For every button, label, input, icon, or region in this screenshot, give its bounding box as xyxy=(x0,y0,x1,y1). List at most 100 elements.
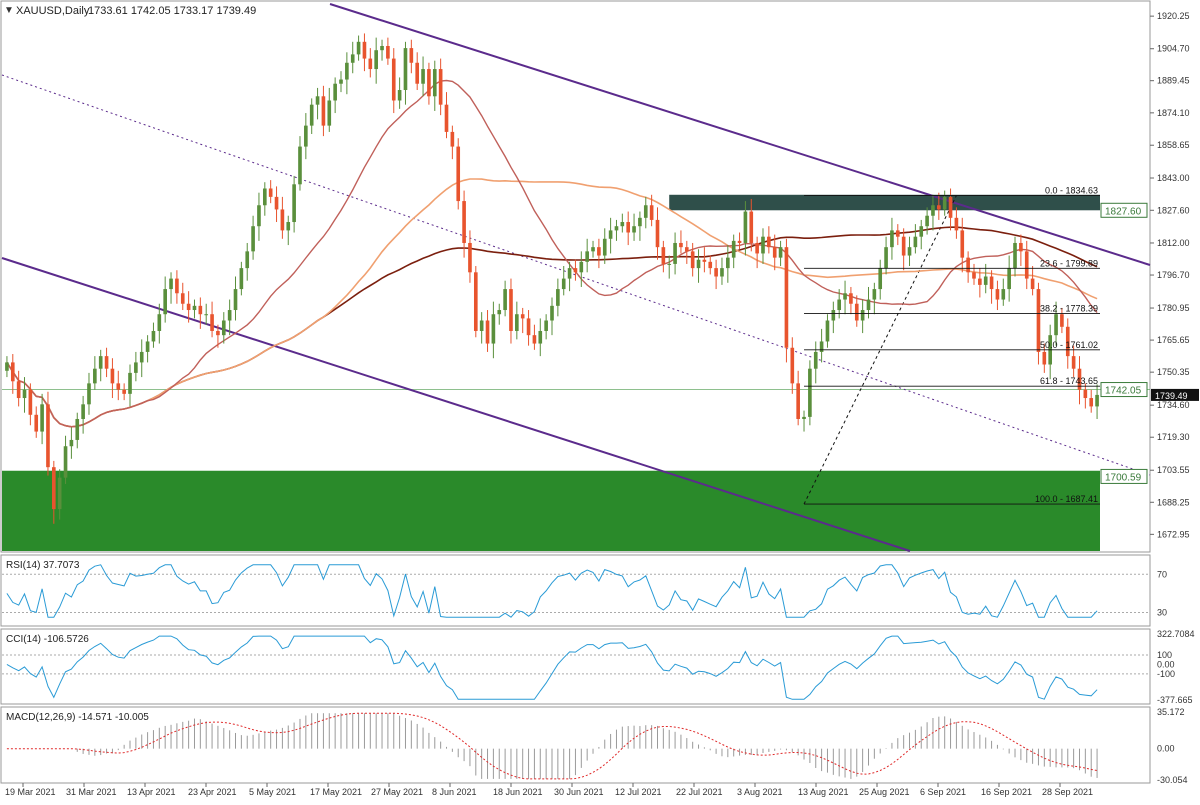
candle xyxy=(790,337,795,394)
candle xyxy=(1036,282,1041,365)
candle-body xyxy=(1024,251,1029,279)
candle xyxy=(901,228,906,271)
candle-body xyxy=(509,289,513,331)
candle xyxy=(1042,343,1047,373)
candle-body xyxy=(216,330,220,336)
candle xyxy=(309,98,314,135)
candle xyxy=(872,282,877,315)
candle-body xyxy=(515,314,519,331)
fib-level-label: 61.8 - 1743.65 xyxy=(1040,376,1098,386)
date-label: 16 Sep 2021 xyxy=(981,787,1032,797)
candle-body xyxy=(667,263,672,265)
candle-body xyxy=(1013,242,1017,269)
candle-body xyxy=(292,184,296,223)
candle xyxy=(292,175,296,233)
candle-body xyxy=(362,41,367,59)
candle-body xyxy=(1060,314,1064,327)
candle xyxy=(849,286,853,315)
candle xyxy=(808,360,812,426)
candle xyxy=(409,39,414,74)
candle xyxy=(579,251,584,287)
candle-body xyxy=(1007,268,1011,290)
candle-body xyxy=(761,236,765,254)
candle xyxy=(649,194,654,227)
candle xyxy=(983,263,988,294)
candle xyxy=(462,190,466,258)
candle xyxy=(75,412,80,449)
candle-body xyxy=(145,341,150,352)
candle-body xyxy=(690,251,695,269)
candle xyxy=(104,347,109,378)
macd-tick-label: 35.172 xyxy=(1157,707,1185,717)
candle xyxy=(684,240,689,264)
candle xyxy=(726,245,730,283)
candle xyxy=(169,272,173,304)
candle xyxy=(186,291,191,323)
fib-level-label: 23.6 - 1799.89 xyxy=(1040,258,1098,268)
candle-body xyxy=(274,196,279,210)
date-label: 19 Mar 2021 xyxy=(5,787,56,797)
candle-body xyxy=(790,347,795,384)
candle-body xyxy=(731,240,736,258)
candle xyxy=(491,301,496,359)
candle xyxy=(456,138,461,210)
candle-body xyxy=(46,404,50,468)
chart-collapse-icon[interactable]: ▼ xyxy=(4,5,14,16)
candle xyxy=(315,87,320,120)
price-tick-label: 1827.60 xyxy=(1157,205,1190,215)
candle xyxy=(503,280,507,317)
date-label: 6 Sep 2021 xyxy=(920,787,966,797)
candle xyxy=(374,37,378,84)
macd-tick-label: -30.054 xyxy=(1157,775,1188,785)
price-tick-label: 1858.65 xyxy=(1157,140,1190,150)
candle-body xyxy=(339,79,343,84)
candle xyxy=(180,282,185,311)
candle xyxy=(538,318,543,357)
candle xyxy=(298,136,302,191)
candle xyxy=(1089,389,1094,413)
candle xyxy=(1024,240,1029,290)
candle xyxy=(204,303,209,325)
candle xyxy=(937,192,941,220)
candle-body xyxy=(1089,398,1094,407)
candle xyxy=(854,295,859,327)
candle xyxy=(450,125,455,160)
candle xyxy=(890,217,894,260)
ma-mid-line xyxy=(6,178,1098,428)
candle-body xyxy=(374,50,378,70)
candle-body xyxy=(913,236,918,248)
candle xyxy=(567,261,572,292)
ma-short-line xyxy=(6,79,1098,428)
candle xyxy=(895,224,900,246)
candle xyxy=(22,377,27,413)
candle-body xyxy=(87,383,91,405)
candle xyxy=(1019,234,1023,267)
candle xyxy=(638,211,642,241)
candle xyxy=(1048,324,1052,380)
candle-body xyxy=(907,247,912,256)
price-tick-label: 1812.00 xyxy=(1157,238,1190,248)
candle-body xyxy=(749,211,754,243)
candle-body xyxy=(802,416,806,419)
candle-body xyxy=(784,247,789,348)
candle-body xyxy=(837,299,842,311)
candle xyxy=(444,92,449,139)
candle xyxy=(954,207,959,239)
candle-body xyxy=(942,196,947,210)
candle-body xyxy=(356,41,361,55)
candle xyxy=(515,301,519,340)
candle-body xyxy=(808,368,812,417)
candle xyxy=(5,356,9,378)
candle xyxy=(63,435,68,484)
candle-body xyxy=(1001,289,1006,300)
candle xyxy=(655,207,660,260)
price-tick-label: 1796.70 xyxy=(1157,270,1190,280)
candle xyxy=(626,211,631,246)
candle xyxy=(485,310,490,352)
candle-body xyxy=(63,446,68,478)
candle-body xyxy=(257,205,261,227)
candle xyxy=(98,349,103,382)
fib-level-label: 0.0 - 1834.63 xyxy=(1045,186,1098,196)
price-tick-label: 1920.25 xyxy=(1157,11,1190,21)
